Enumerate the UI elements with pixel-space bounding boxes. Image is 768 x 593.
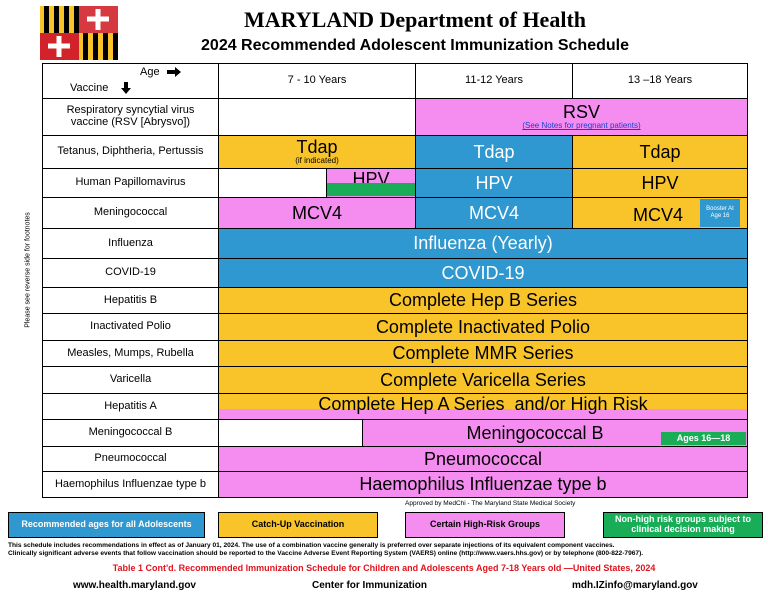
legend-item: Non-high risk groups subject to clinical… [603,512,763,538]
tdap-cell: Tdap [572,135,748,169]
vaccine-label: Vaccine [70,82,109,94]
legend-item: Certain High-Risk Groups [405,512,565,538]
arrow-right [167,67,181,77]
mcv4-cell: MCV4 [415,197,573,229]
cell-label: Tdap [296,137,338,158]
empty-cell [218,98,416,136]
corner-cell [42,63,219,99]
hpv-cell: HPV [415,168,573,198]
column-header: 11-12 Years [415,63,573,99]
cell-note: (if indicated) [295,156,339,166]
full-row-cell: Complete Hep B Series [218,287,748,314]
footnote: Clinically significant adverse events th… [8,550,644,557]
side-note: Please see reverse side for footnotes [24,212,32,328]
full-row-cell: Influenza (Yearly) [218,228,748,259]
vaccine-name: Pneumococcal [42,446,219,472]
vaccine-name: Meningococcal [42,197,219,229]
footer-center: Center for Immunization [312,580,428,591]
vaccine-name: Human Papillomavirus [42,168,219,198]
vaccine-name: Influenza [42,228,219,259]
full-row-cell: Pneumococcal [218,446,748,472]
vaccine-name: Respiratory syncytial virus vaccine (RSV… [42,98,219,136]
arrow-down [121,82,131,94]
vaccine-name: Haemophilus Influenzae type b [42,471,219,498]
full-row-cell: Complete Inactivated Polio [218,313,748,341]
title: MARYLAND Department of Health [244,7,586,32]
mcv4-cell: MCV4 [218,197,416,229]
full-row-cell: Complete MMR Series [218,340,748,367]
caption: Table 1 Cont'd. Recommended Immunization… [112,563,656,573]
vaccine-name: Varicella [42,366,219,394]
notes-link[interactable]: (See Notes for pregnant patients) [522,121,641,131]
subtitle: 2024 Recommended Adolescent Immunization… [201,37,629,54]
tdap-cell: Tdap [415,135,573,169]
full-row-cell: Haemophilus Influenzae type b [218,471,748,498]
column-header: 7 - 10 Years [218,63,416,99]
tdap-cell: Tdap (if indicated) [218,135,416,169]
vaccine-name: Tetanus, Diphtheria, Pertussis [42,135,219,169]
full-row-cell: COVID-19 [218,258,748,288]
legend-item: Catch-Up Vaccination [218,512,378,538]
approval: Approved by MedChi - The Maryland State … [405,500,576,507]
vaccine-name: Hepatitis A [42,393,219,420]
age-label: Age [140,66,160,78]
footer-website: www.health.maryland.gov [73,580,196,591]
cell-label: RSV [562,102,600,123]
column-header: 13 –18 Years [572,63,748,99]
empty-cell [218,168,327,198]
booster-note: Booster At Age 16 [700,199,740,227]
full-row-cell: Complete Varicella Series [218,366,748,394]
footer-email: mdh.IZinfo@maryland.gov [572,580,698,591]
pink-strip [219,409,747,419]
maryland-flag-logo [40,6,118,60]
empty-cell [218,419,363,447]
vaccine-name: Hepatitis B [42,287,219,314]
cell-label: Complete Hep A Series and/or High Risk [318,394,648,414]
vaccine-name: Meningococcal B [42,419,219,447]
rsv-cell: RSV (See Notes for pregnant patients) [415,98,748,136]
footnote: This schedule includes recommendations i… [8,542,615,549]
vaccine-name: Measles, Mumps, Rubella [42,340,219,367]
ages-note: Ages 16—18 [661,432,746,445]
hpv-cell: HPV [572,168,748,198]
vaccine-name: Inactivated Polio [42,313,219,341]
legend-item: Recommended ages for all Adolescents [8,512,205,538]
green-bar [327,183,415,196]
vaccine-name: COVID-19 [42,258,219,288]
